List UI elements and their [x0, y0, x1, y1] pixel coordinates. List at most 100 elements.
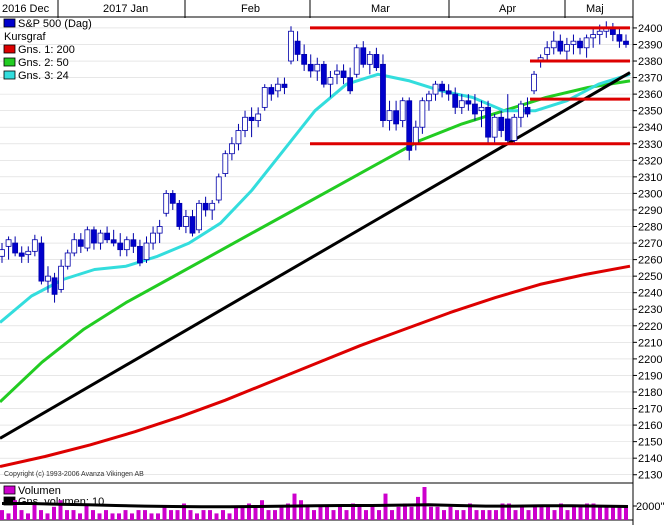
y-tick-label: 2170 — [638, 404, 662, 416]
candle-body — [31, 239, 38, 252]
y-tick-label: 2220 — [638, 321, 662, 333]
candle-body — [248, 116, 255, 121]
candle-body — [104, 232, 110, 241]
volume-bar — [572, 506, 576, 520]
legend-label: Gns. 1: 200 — [18, 44, 75, 56]
month-label: Mar — [371, 3, 390, 15]
volume-bar — [624, 506, 628, 520]
month-label: 2016 Dec — [2, 3, 50, 15]
candle-body — [432, 83, 439, 95]
volume-bar — [351, 503, 355, 520]
candle-body — [307, 63, 314, 72]
volume-bar — [71, 510, 76, 520]
y-tick-label: 2350 — [638, 106, 662, 118]
volume-bar — [565, 510, 570, 520]
y-tick-label: 2180 — [638, 387, 662, 399]
volume-bar — [390, 510, 394, 520]
volume-bar — [370, 506, 375, 520]
candle-body — [261, 87, 268, 108]
candle-body — [373, 54, 380, 69]
candle-body — [143, 242, 150, 261]
y-tick-label: 2270 — [638, 238, 662, 250]
volume-bar — [260, 500, 264, 520]
trendline-layer — [0, 71, 631, 440]
volume-bar — [156, 513, 160, 520]
volume-bar — [357, 506, 362, 520]
candle-body — [130, 239, 137, 247]
ma-line-50 — [0, 79, 631, 403]
y-tick-label: 2330 — [638, 139, 662, 151]
volume-bar — [604, 506, 609, 520]
volume-bar — [279, 506, 284, 520]
candle-body — [544, 47, 551, 55]
volume-legend-swatch — [3, 485, 16, 495]
candle-body — [209, 202, 216, 211]
candle-body — [183, 216, 189, 227]
candle-body — [366, 54, 373, 65]
candle-body — [623, 40, 629, 45]
y-tick-label: 2390 — [638, 39, 662, 51]
candle-body — [320, 63, 327, 85]
volume-bar — [169, 510, 173, 520]
candle-body — [91, 229, 97, 244]
candle-body — [77, 239, 84, 247]
volume-bar — [136, 510, 141, 520]
volume-bar — [214, 513, 219, 520]
candle-body — [386, 110, 393, 121]
volume-bar — [221, 510, 225, 520]
y-tick-label: 2280 — [638, 222, 662, 234]
candle-body — [5, 239, 12, 247]
volume-bar — [500, 503, 505, 520]
y-tick-label: 2150 — [638, 437, 662, 449]
candle-body — [524, 106, 531, 115]
volume-bar — [487, 510, 492, 520]
volume-bar — [32, 503, 37, 520]
legend-swatch — [3, 44, 16, 54]
volume-bar — [546, 506, 550, 520]
y-tick-label: 2260 — [638, 255, 662, 267]
candle-body — [71, 239, 78, 254]
candle-body — [196, 202, 202, 231]
candle-body — [189, 216, 196, 234]
candle-body — [268, 87, 275, 95]
candle-body — [281, 83, 288, 88]
volume-bar — [455, 510, 459, 520]
ma-line-200 — [0, 264, 631, 468]
volume-bar — [312, 510, 316, 520]
volume-bar — [45, 513, 50, 520]
candle-body — [531, 73, 537, 92]
volume-bar — [273, 510, 277, 520]
volume-legend-label: Volumen — [18, 485, 61, 497]
candle-body — [439, 83, 445, 92]
volume-bar — [344, 510, 349, 520]
volume-avg-line — [2, 502, 629, 509]
candle-body — [340, 70, 347, 78]
candle-body — [235, 130, 242, 145]
y-tick-label: 2210 — [638, 337, 662, 349]
volume-bar — [468, 503, 472, 520]
volume-bar — [396, 506, 401, 520]
month-label: Apr — [499, 3, 516, 15]
volume-bar — [598, 506, 602, 520]
y-tick-label: 2200 — [638, 354, 662, 366]
volume-bar — [552, 510, 557, 520]
volume-bar — [513, 510, 518, 520]
y-tick-label: 2360 — [638, 89, 662, 101]
candle-body — [110, 239, 117, 244]
candle-body — [347, 77, 354, 92]
candle-body — [380, 63, 386, 121]
volume-bar — [559, 503, 563, 520]
volume-bar — [123, 510, 128, 520]
month-label: Feb — [241, 3, 260, 15]
candle-body — [511, 116, 518, 141]
volume-bar — [195, 513, 199, 520]
volume-bar — [494, 510, 498, 520]
volume-bar — [253, 506, 258, 520]
volume-bar — [591, 503, 596, 520]
volume-bar — [325, 506, 329, 520]
candle-body — [228, 143, 235, 155]
volume-bar — [91, 510, 95, 520]
candle-body — [255, 113, 262, 121]
